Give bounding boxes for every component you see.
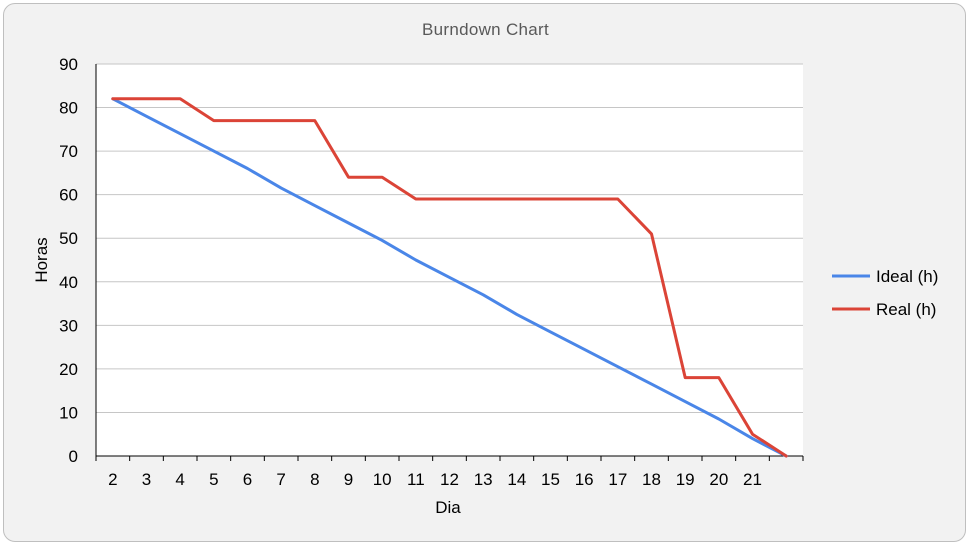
x-tick-label: 2: [108, 470, 117, 489]
x-tick-label: 9: [344, 470, 353, 489]
y-tick-label: 40: [59, 273, 78, 292]
y-tick-label: 10: [59, 403, 78, 422]
y-axis-title: Horas: [32, 237, 51, 282]
x-tick-label: 7: [276, 470, 285, 489]
x-tick-label: 14: [507, 470, 526, 489]
y-tick-label: 0: [69, 447, 78, 466]
y-tick-label: 30: [59, 316, 78, 335]
plot-area: [96, 64, 803, 456]
x-tick-label: 15: [541, 470, 560, 489]
x-tick-label: 10: [373, 470, 392, 489]
x-tick-label: 18: [642, 470, 661, 489]
x-tick-label: 16: [575, 470, 594, 489]
series-lines: [111, 97, 788, 458]
x-tick-label: 17: [608, 470, 627, 489]
x-tick-label: 8: [310, 470, 319, 489]
x-tick-label: 6: [243, 470, 252, 489]
series-line-0: [111, 97, 788, 458]
legend: Ideal (h) Real (h): [832, 267, 938, 319]
x-axis-title: Dia: [435, 498, 461, 517]
x-tick-label: 20: [709, 470, 728, 489]
chart-title: Burndown Chart: [421, 20, 550, 39]
x-tick-label: 12: [440, 470, 459, 489]
y-tick-labels: 0 10 20 30 40 50 60 70 80 90: [59, 55, 78, 466]
y-tick-label: 20: [59, 360, 78, 379]
x-tick-label: 5: [209, 470, 218, 489]
legend-label: Ideal (h): [876, 267, 938, 286]
x-tick-label: 21: [743, 470, 762, 489]
y-tick-label: 60: [59, 186, 78, 205]
x-tick-label: 19: [676, 470, 695, 489]
y-tick-label: 50: [59, 229, 78, 248]
y-tick-label: 80: [59, 99, 78, 118]
series-line-1: [111, 97, 788, 458]
legend-label: Real (h): [876, 300, 936, 319]
y-tick-label: 70: [59, 142, 78, 161]
y-tick-label: 90: [59, 55, 78, 74]
x-tick-label: 13: [474, 470, 493, 489]
x-tick-label: 3: [142, 470, 151, 489]
x-tick-labels: 2 3 4 5 6 7 8 9 10 11 12 13 14 15 16 17 18 19 20 21: [95, 456, 804, 489]
x-tick-label: 11: [407, 470, 425, 489]
x-tick-label: 4: [175, 470, 184, 489]
